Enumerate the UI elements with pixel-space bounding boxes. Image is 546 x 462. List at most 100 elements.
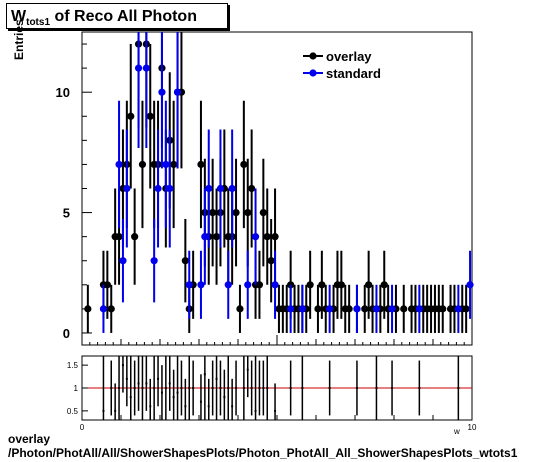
ratio-y-tick-label: 0.5 [67,407,79,416]
ratio-point [160,391,163,394]
ratio-point [121,364,124,367]
ratio-point [289,387,292,389]
data-point [154,184,162,193]
ratio-point [355,387,358,389]
ratio-point [192,387,195,389]
data-point [255,281,264,289]
ratio-point [168,382,171,385]
ratio-point [227,387,230,389]
data-point [146,112,154,120]
data-point [150,257,158,265]
ratio-point [219,387,222,389]
data-point [107,305,115,313]
data-point [209,208,217,217]
ratio-point [172,396,175,399]
ratio-point [375,387,378,389]
footer-line-1: overlay [8,432,51,446]
y-tick-label: 10 [56,85,70,100]
data-point [170,160,178,169]
data-point [287,305,295,313]
ratio-x-tick-label: 0 [80,423,85,432]
data-point [263,233,271,241]
ratio-point [203,373,206,376]
legend-marker [309,52,317,60]
data-point [271,281,279,289]
data-point [127,112,135,120]
data-point [306,281,314,289]
ratio-point [266,387,269,389]
y-tick-label: 5 [63,206,70,221]
data-point [248,184,256,193]
ratio-point [180,387,183,389]
ratio-point [328,387,331,389]
ratio-point [246,368,249,371]
ratio-point [176,391,179,394]
data-point [361,305,369,313]
data-point [314,305,322,313]
data-point [454,305,462,313]
ratio-series [102,356,460,420]
legend-marker [309,69,317,77]
ratio-point [188,387,191,389]
data-point [115,233,123,241]
ratio-point [118,387,121,389]
ratio-point [215,377,218,380]
ratio-point [141,387,144,389]
ratio-point [223,396,226,399]
data-point [138,160,147,169]
ratio-point [125,377,128,380]
data-point [119,257,127,265]
ratio-point [254,409,257,412]
data-point [197,281,205,289]
ratio-point [418,387,421,389]
ratio-y-tick-label: 1 [74,384,79,393]
data-point [103,281,111,289]
series-standard [99,32,474,333]
title-rest: of Reco All Photon [50,8,197,25]
data-point [244,208,252,217]
data-point [123,184,131,193]
data-point [462,305,470,313]
data-point [181,257,189,265]
data-point [216,184,225,193]
ratio-point [262,387,265,389]
ratio-y-tick-label: 1.5 [67,361,79,370]
data-point [298,305,306,313]
data-point [337,281,345,289]
ratio-point [145,382,148,385]
data-point [205,184,213,193]
ratio-point [184,405,187,408]
ratio-point [242,387,245,389]
data-point [166,184,174,193]
data-point [259,208,267,217]
main-plot-frame [81,31,473,346]
ratio-point [157,377,160,380]
ratio-point [231,405,234,408]
data-point [415,305,423,313]
data-point [224,281,232,289]
data-point [267,257,275,265]
plot-title: Wtots1 of Reco All Photon [6,3,228,29]
ratio-point [199,400,202,403]
title-subscript: tots1 [26,17,51,29]
data-point [197,160,205,169]
data-point [439,305,447,313]
ratio-point [301,387,304,389]
ratio-point [133,387,136,389]
legend-label-standard: standard [326,66,381,81]
data-point [134,64,143,72]
data-point [99,305,108,313]
data-point [115,160,123,169]
data-point [251,233,260,241]
ratio-point [258,387,261,389]
data-point [131,233,139,241]
ratio-point [211,387,214,389]
data-point [353,305,361,313]
ratio-point [149,405,152,408]
ratio-point [114,409,117,412]
data-point [236,305,244,313]
ratio-point [235,387,238,389]
ratio-point [129,396,132,399]
data-point [212,233,221,241]
ratio-point [137,382,140,385]
